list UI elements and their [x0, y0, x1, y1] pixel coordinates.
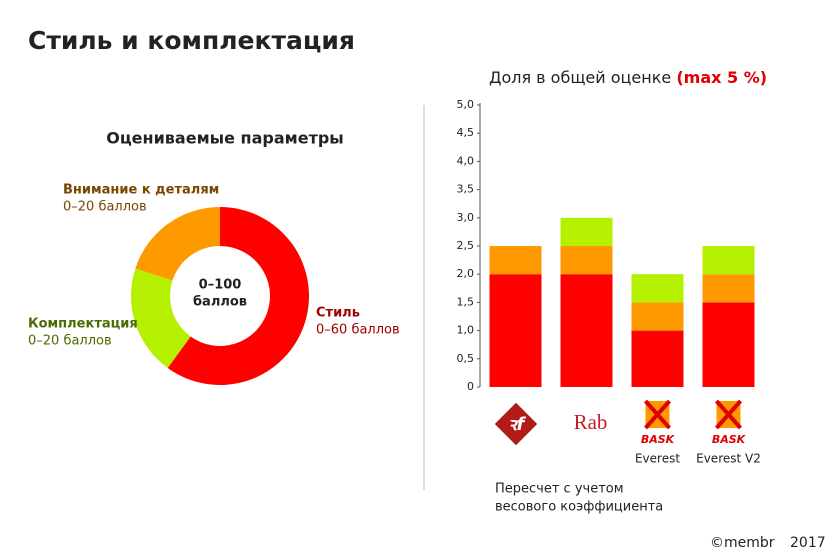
donut-center-label: 0–100	[199, 278, 242, 293]
y-tick-label: 0	[467, 380, 474, 393]
bar-segment	[631, 302, 684, 331]
bar-segment	[702, 274, 755, 303]
logo-shape	[715, 399, 742, 430]
bar-title-main: Доля в общей оценке	[489, 68, 671, 87]
svg-text:ꝛf: ꝛf	[508, 414, 527, 435]
donut-center-label: баллов	[193, 295, 247, 310]
logo-icon	[644, 399, 671, 430]
segment-label: Комплектация	[28, 317, 138, 332]
footer-brand: ©membr	[710, 535, 775, 551]
y-tick-label: 4,5	[457, 126, 475, 139]
page-title: Стиль и комплектация	[28, 26, 355, 55]
y-tick-label: 3,5	[457, 183, 475, 196]
y-tick-label: 2,0	[457, 267, 475, 280]
x-tick-label: Everest	[635, 452, 680, 466]
note: Пересчет с учетом	[495, 482, 624, 497]
bar-segment	[489, 246, 542, 275]
logo-icon	[715, 399, 742, 430]
segment-label: Стиль	[316, 306, 360, 321]
bar-segment	[631, 330, 684, 387]
x-tick-label: Everest V2	[696, 452, 761, 466]
logo-text: BASK	[641, 433, 676, 446]
y-tick-label: 2,5	[457, 239, 475, 252]
bar-segment	[560, 246, 613, 275]
bar-segment	[702, 302, 755, 387]
bar-title: Доля в общей оценке (max 5 %)	[489, 68, 767, 87]
logo-icon: ꝛf	[494, 402, 538, 446]
bar-segment	[631, 274, 684, 303]
y-tick-label: 3,0	[457, 211, 475, 224]
segment-value-label: 0–60 баллов	[316, 323, 400, 338]
segment-label: Внимание к деталям	[63, 183, 219, 198]
logo-text: Rab	[574, 410, 608, 434]
bar-segment	[489, 274, 542, 387]
note: весового коэффициента	[495, 500, 663, 515]
y-tick-label: 1,5	[457, 295, 475, 308]
bar-segment	[560, 217, 613, 246]
segment-value-label: 0–20 баллов	[63, 200, 147, 215]
segment-value-label: 0–20 баллов	[28, 334, 112, 349]
logo-shape	[644, 399, 671, 430]
y-tick-label: 4,0	[457, 154, 475, 167]
y-tick-label: 5,0	[457, 98, 475, 111]
donut-segment	[131, 268, 191, 369]
donut-segment	[135, 207, 220, 281]
footer-year: 2017	[790, 535, 826, 551]
bar-title-highlight: (max 5 %)	[676, 68, 767, 87]
y-tick-label: 0,5	[457, 352, 475, 365]
donut-title: Оцениваемые параметры	[106, 129, 344, 148]
logo-text: BASK	[712, 433, 747, 446]
bar-segment	[702, 246, 755, 275]
bar-segment	[560, 274, 613, 387]
y-tick-label: 1,0	[457, 324, 475, 337]
donut-segment	[167, 207, 310, 386]
